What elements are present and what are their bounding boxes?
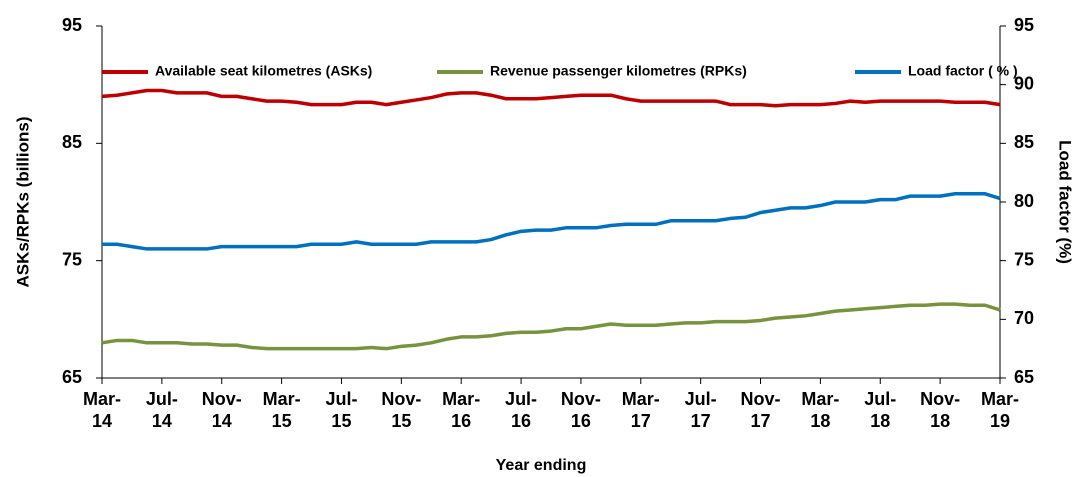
- legend-label: Available seat kilometres (ASKs): [155, 63, 372, 79]
- y-tick-label: 75: [62, 249, 82, 269]
- x-tick-label: Mar- 19: [980, 389, 1020, 431]
- x-tick-label: Jul- 18: [864, 389, 897, 431]
- x-tick-label: Mar- 17: [621, 389, 660, 431]
- x-tick-label: Nov- 17: [740, 389, 781, 431]
- y-axis-title: ASKs/RPKs (billions): [13, 117, 32, 288]
- y-tick-label: 95: [62, 15, 82, 35]
- y-tick-label: 65: [62, 367, 82, 387]
- y2-tick-label: 70: [1014, 308, 1034, 328]
- series-line: [101, 302, 1001, 351]
- y2-tick-label: 85: [1014, 132, 1034, 152]
- x-tick-label: Nov- 14: [201, 389, 242, 431]
- x-tick-label: Jul- 15: [325, 389, 358, 431]
- x-tick-label: Mar- 15: [262, 389, 301, 431]
- series-line: [102, 192, 1001, 251]
- y2-tick-label: 80: [1014, 191, 1034, 211]
- x-tick-label: Nov- 16: [560, 389, 601, 431]
- series-line: [101, 88, 1001, 108]
- y2-tick-label: 75: [1014, 249, 1034, 269]
- x-tick-label: Mar- 14: [82, 389, 122, 431]
- x-tick-label: Mar- 16: [442, 389, 481, 431]
- x-tick-label: Jul- 17: [684, 389, 717, 431]
- y2-axis-title: Load factor (%): [1056, 140, 1075, 264]
- x-tick-label: Nov- 15: [381, 389, 422, 431]
- y2-tick-label: 95: [1014, 15, 1034, 35]
- x-tick-label: Nov- 18: [920, 389, 961, 431]
- y2-tick-label: 65: [1014, 367, 1034, 387]
- y2-tick-label: 90: [1014, 73, 1034, 93]
- y-tick-label: 85: [62, 132, 82, 152]
- legend-label: Load factor ( % ): [908, 63, 1018, 79]
- legend-label: Revenue passenger kilometres (RPKs): [490, 63, 747, 79]
- x-tick-label: Jul- 14: [145, 389, 178, 431]
- x-tick-label: Jul- 16: [505, 389, 538, 431]
- x-tick-label: Mar- 18: [801, 389, 840, 431]
- x-axis-title: Year ending: [496, 457, 587, 474]
